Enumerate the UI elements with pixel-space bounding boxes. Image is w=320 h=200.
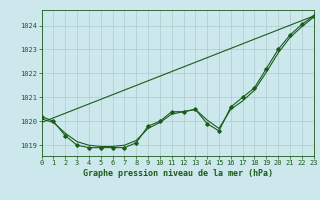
X-axis label: Graphe pression niveau de la mer (hPa): Graphe pression niveau de la mer (hPa) [83,169,273,178]
